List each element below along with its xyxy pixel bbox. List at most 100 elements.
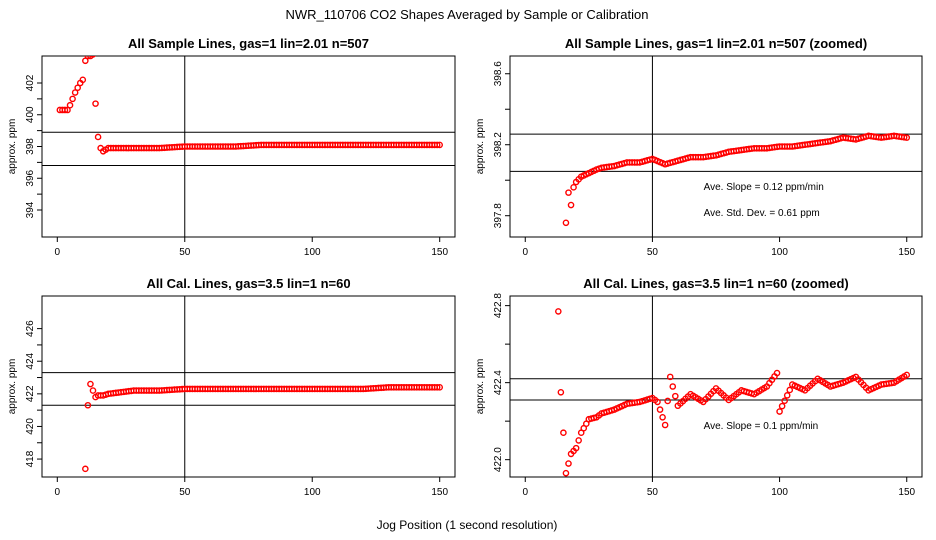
data-point — [82, 57, 89, 65]
x-tick-label: 50 — [647, 247, 659, 258]
figure-title: NWR_110706 CO2 Shapes Averaged by Sample… — [285, 7, 648, 22]
chart-panel-2: All Sample Lines, gas=1 lin=2.01 n=507 (… — [475, 36, 923, 258]
x-tick-label: 50 — [647, 487, 659, 498]
slope-annotation: Ave. Slope = 0.12 ppm/min — [704, 182, 824, 193]
data-point — [661, 421, 669, 429]
x-tick-label: 0 — [55, 487, 61, 498]
chart-panel-3: All Cal. Lines, gas=3.5 lin=1 n=60 0 50 100… — [7, 276, 456, 498]
y-axis-label: approx. ppm — [475, 119, 486, 175]
y-tick-label: 424 — [25, 352, 36, 369]
panel-title: All Cal. Lines, gas=3.5 lin=1 n=60 — [146, 276, 350, 291]
chart-panel-4: All Cal. Lines, gas=3.5 lin=1 n=60 (zoom… — [475, 276, 923, 498]
y-tick-label: 402 — [25, 74, 36, 91]
data-points — [82, 380, 444, 473]
x-tick-label: 100 — [304, 487, 321, 498]
y-axis-label: approx. ppm — [7, 359, 18, 415]
x-tick-label: 150 — [431, 487, 448, 498]
y-tick-label: 420 — [25, 418, 36, 435]
data-point — [90, 56, 96, 58]
y-axis-label: approx. ppm — [475, 359, 486, 415]
data-point — [66, 101, 74, 109]
data-point — [436, 141, 444, 149]
data-point — [433, 141, 441, 149]
x-tick-label: 0 — [522, 247, 528, 258]
data-point — [560, 429, 567, 437]
y-tick-label: 398.6 — [493, 61, 504, 86]
x-tick-label: 150 — [898, 487, 915, 498]
data-point — [74, 84, 81, 92]
x-tick-label: 0 — [55, 247, 61, 258]
y-tick-label: 398 — [25, 138, 36, 155]
data-point — [656, 406, 664, 413]
data-point — [94, 133, 102, 141]
panel-title: All Sample Lines, gas=1 lin=2.01 n=507 (… — [565, 36, 867, 51]
data-point — [562, 219, 570, 227]
data-points — [555, 308, 911, 477]
y-tick-label: 394 — [25, 201, 36, 218]
data-point — [664, 397, 671, 405]
data-point — [64, 106, 71, 114]
data-point — [783, 392, 791, 399]
data-points — [562, 132, 911, 227]
data-point — [654, 398, 661, 406]
slope-annotation: Ave. Std. Dev. = 0.61 ppm — [704, 208, 820, 219]
y-axis-label: approx. ppm — [7, 119, 18, 175]
y-tick-label: 422.0 — [493, 447, 504, 472]
data-point — [87, 380, 94, 388]
x-tick-label: 150 — [431, 247, 448, 258]
data-point — [903, 134, 911, 141]
y-tick-label: 400 — [25, 106, 36, 123]
data-point — [555, 308, 562, 315]
y-tick-label: 396 — [25, 169, 36, 186]
data-point — [666, 373, 674, 381]
data-point — [778, 402, 786, 410]
data-point — [776, 408, 783, 415]
data-points — [56, 56, 444, 155]
plot-frame — [509, 55, 923, 238]
x-tick-label: 50 — [179, 487, 191, 498]
data-point — [575, 437, 582, 444]
data-point — [436, 384, 444, 391]
x-tick-label: 100 — [771, 247, 788, 258]
data-point — [61, 106, 69, 114]
plot-frame — [509, 295, 923, 478]
y-tick-label: 422.4 — [493, 370, 504, 395]
data-point — [672, 392, 679, 400]
data-point — [433, 384, 441, 391]
y-tick-label: 422.8 — [493, 293, 504, 318]
figure-xlabel: Jog Position (1 second resolution) — [377, 518, 558, 532]
y-tick-label: 418 — [25, 450, 36, 467]
data-point — [69, 95, 76, 103]
data-point — [570, 184, 577, 191]
data-point — [565, 189, 572, 196]
data-point — [557, 388, 565, 396]
data-point — [562, 469, 570, 477]
panel-title: All Cal. Lines, gas=3.5 lin=1 n=60 (zoom… — [583, 276, 849, 291]
data-point — [89, 387, 97, 394]
panel-title: All Sample Lines, gas=1 lin=2.01 n=507 — [128, 36, 369, 51]
data-point — [669, 383, 677, 390]
data-point — [82, 465, 89, 473]
x-tick-label: 50 — [179, 247, 191, 258]
slope-annotation: Ave. Slope = 0.1 ppm/min — [704, 421, 819, 432]
data-point — [92, 100, 99, 107]
data-point — [786, 386, 794, 394]
data-point — [781, 397, 788, 405]
data-point — [565, 460, 572, 467]
y-tick-label: 426 — [25, 320, 36, 337]
data-point — [87, 56, 94, 60]
data-point — [572, 444, 580, 452]
panels-group: All Sample Lines, gas=1 lin=2.01 n=507 0 5… — [7, 36, 923, 498]
data-point — [903, 371, 911, 379]
data-point — [900, 133, 908, 141]
chart-panel-1: All Sample Lines, gas=1 lin=2.01 n=507 0 5… — [7, 36, 456, 258]
y-tick-label: 422 — [25, 385, 36, 402]
x-tick-label: 100 — [304, 247, 321, 258]
x-tick-label: 150 — [898, 247, 915, 258]
y-tick-label: 398.2 — [493, 132, 504, 157]
data-point — [773, 369, 781, 377]
x-tick-label: 100 — [771, 487, 788, 498]
x-tick-label: 0 — [522, 487, 528, 498]
data-point — [659, 414, 666, 421]
